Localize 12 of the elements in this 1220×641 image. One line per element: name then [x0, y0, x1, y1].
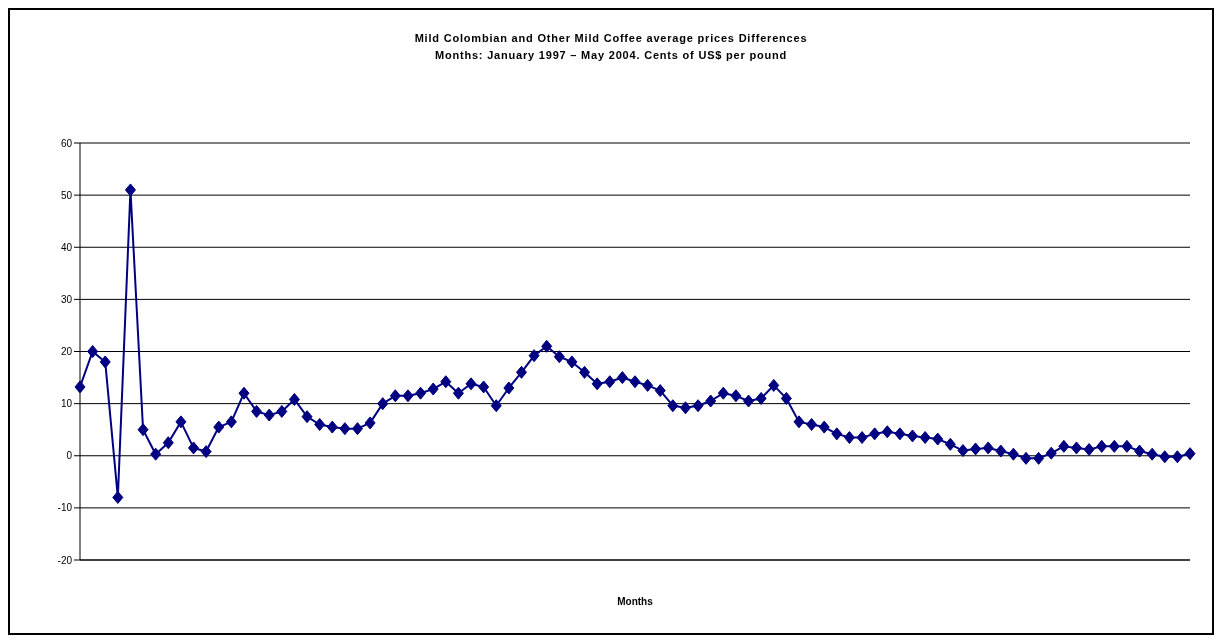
y-tick-label: -20: [57, 554, 73, 566]
y-tick-label: 10: [60, 398, 73, 410]
y-tick-label: 60: [60, 137, 73, 149]
y-tick-label: 40: [60, 241, 73, 253]
y-tick-label: 20: [60, 346, 73, 358]
y-tick-label: 50: [60, 189, 73, 201]
x-axis-title: Months: [617, 596, 654, 607]
y-tick-label: 0: [66, 450, 73, 462]
chart-subtitle: Months: January 1997 – May 2004. Cents of US$ per pound: [433, 48, 789, 63]
y-tick-label: -10: [57, 502, 73, 514]
y-tick-label: 30: [60, 293, 73, 305]
chart-title: Mild Colombian and Other Mild Coffee average prices Differences: [413, 31, 809, 46]
